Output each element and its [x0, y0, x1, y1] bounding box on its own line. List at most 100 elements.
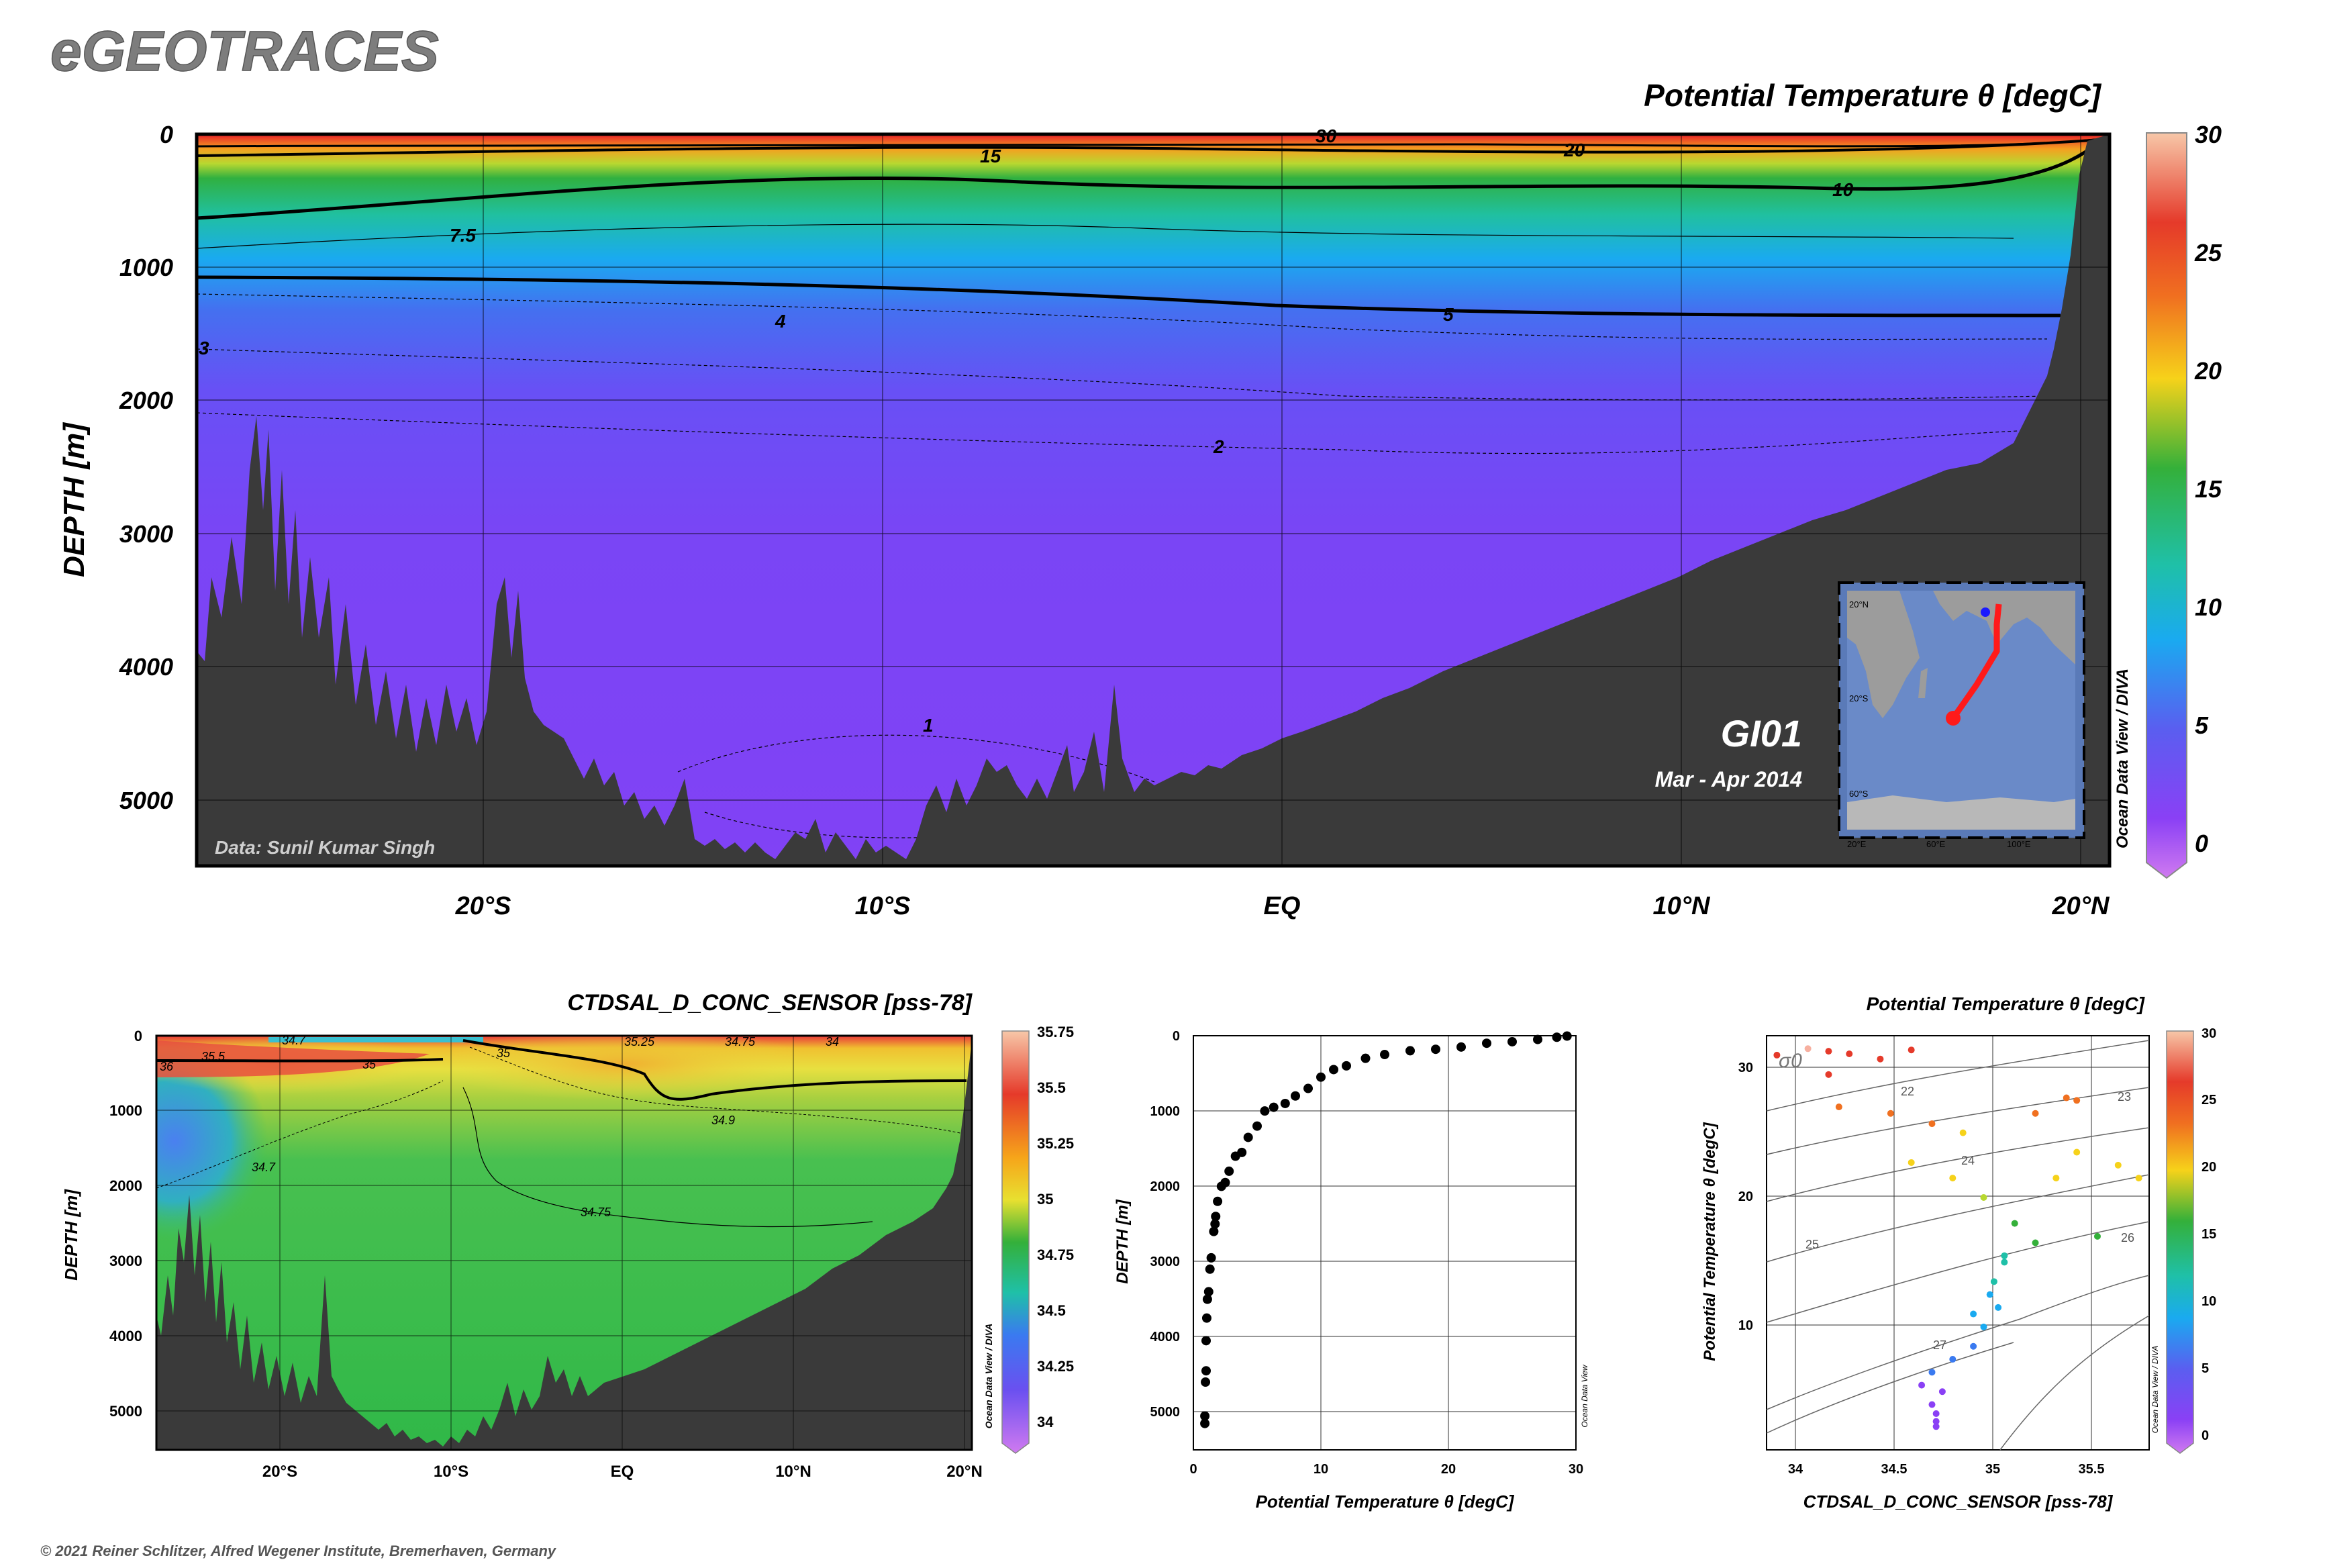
inset-lon-60E: 60°E	[1926, 839, 1946, 849]
sal-label-34-top: 34	[826, 1035, 839, 1048]
ts-point	[2114, 1161, 2122, 1169]
inset-lon-100E: 100°E	[2007, 839, 2031, 849]
contour-isotherm-3	[197, 348, 2048, 401]
profile-odv-tag: Ocean Data View	[1580, 1364, 1589, 1427]
main-frame	[195, 132, 2112, 868]
salinity-contour-35	[156, 1039, 967, 1101]
profile-point	[1211, 1212, 1221, 1222]
ts-point	[2032, 1110, 2039, 1117]
contour-isotherm-15	[197, 138, 2101, 157]
prof-y-tick-4000: 4000	[1150, 1330, 1181, 1344]
ts-point	[1949, 1356, 1957, 1363]
profile-point	[1213, 1196, 1223, 1206]
sal-label-34-7-top: 34.7	[282, 1034, 306, 1047]
salinity-contour-34-9	[469, 1046, 967, 1135]
ts-y-axis-label: Potential Temperature θ [degC]	[1701, 1122, 1719, 1361]
profile-points	[1200, 1031, 1572, 1428]
profile-point	[1237, 1147, 1247, 1157]
ts-point	[1990, 1278, 1997, 1285]
profile-point	[1291, 1091, 1300, 1101]
main-cb-tick-25: 25	[2194, 239, 2222, 266]
main-y-axis-label: DEPTH [m]	[58, 422, 91, 577]
salinity-high-band	[156, 1040, 430, 1077]
sal-label-34-75: 34.75	[581, 1206, 611, 1219]
profile-point	[1252, 1121, 1262, 1131]
ts-isopycnal-label: 27	[1933, 1338, 1946, 1352]
main-cb-tick-15: 15	[2195, 475, 2222, 503]
ts-point	[1928, 1120, 1936, 1128]
ts-y-tick-30: 30	[1738, 1061, 1753, 1075]
inset-map-end-point	[1981, 607, 1990, 617]
main-cb-tick-0: 0	[2195, 830, 2208, 857]
sal-label-35-5: 35.5	[201, 1050, 226, 1063]
profile-point	[1329, 1065, 1338, 1075]
profile-point	[1206, 1253, 1216, 1263]
profile-point	[1224, 1166, 1234, 1176]
salinity-colorbar: 35.75 35.5 35.25 35 34.75 34.5 34.25 34 …	[983, 1024, 1074, 1454]
y-tick-5000: 5000	[119, 787, 173, 814]
sal-label-34-7: 34.7	[252, 1161, 276, 1174]
ts-cb-tick-25: 25	[2201, 1093, 2216, 1108]
sal-label-35-west: 35	[362, 1058, 377, 1071]
salinity-bathymetry	[156, 1040, 972, 1450]
salinity-contour-34-75	[462, 1087, 873, 1228]
x-tick-10S: 10°S	[855, 892, 911, 920]
ts-frame	[1766, 1035, 2150, 1451]
cruise-id: GI01	[1721, 712, 1802, 754]
profile-point	[1203, 1287, 1214, 1297]
ts-isopycnal-label: 23	[2118, 1090, 2131, 1104]
ts-point	[2001, 1259, 2008, 1266]
ts-point	[2032, 1239, 2039, 1246]
ts-cb-tick-5: 5	[2201, 1361, 2209, 1376]
x-tick-20N: 20°N	[2052, 892, 2110, 920]
ts-x-tick-35: 35	[1985, 1462, 2000, 1477]
salinity-title: CTDSAL_D_CONC_SENSOR [pss-78]	[567, 990, 973, 1016]
prof-x-tick-30: 30	[1569, 1462, 1583, 1477]
ts-point	[1938, 1388, 1946, 1395]
sal-odv-tag: Ocean Data View / DIVA	[983, 1324, 994, 1428]
ts-colorbar: 30 25 20 15 10 5 0 Ocean Data View / DIV…	[2150, 1026, 2216, 1454]
sal-y-tick-4000: 4000	[109, 1328, 142, 1344]
seafloor-bathymetry	[197, 134, 2110, 866]
ts-point	[1970, 1310, 1977, 1318]
prof-y-tick-0: 0	[1173, 1029, 1180, 1044]
ts-x-tick-34: 34	[1788, 1462, 1803, 1477]
inset-map-asia	[1933, 591, 2075, 665]
ts-point	[2073, 1148, 2081, 1156]
profile-point	[1303, 1083, 1313, 1093]
profile-plot: 0 1000 2000 3000 4000 5000 0 10 20 30 Po…	[1113, 1029, 1589, 1512]
inset-lat-20S: 20°S	[1849, 693, 1869, 703]
sal-y-tick-5000: 5000	[109, 1403, 142, 1420]
ts-y-tick-20: 20	[1738, 1189, 1753, 1204]
x-tick-10N: 10°N	[1653, 892, 1711, 920]
cruise-period: Mar - Apr 2014	[1655, 767, 1803, 791]
sal-label-34-9: 34.9	[711, 1114, 735, 1127]
main-section-plot	[197, 134, 2110, 866]
profile-point	[1482, 1038, 1491, 1048]
profile-y-axis-label: DEPTH [m]	[1113, 1199, 1132, 1283]
sal-y-tick-2000: 2000	[109, 1177, 142, 1194]
salinity-colorbar-bar	[1001, 1030, 1030, 1454]
footer-copyright: © 2021 Reiner Schlitzer, Alfred Wegener …	[40, 1542, 557, 1559]
ts-odv-tag: Ocean Data View / DIVA	[2150, 1346, 2160, 1434]
main-cb-tick-20: 20	[2194, 357, 2222, 385]
sal-label-35-mid: 35	[497, 1046, 511, 1060]
sal-y-tick-0: 0	[134, 1028, 142, 1044]
x-tick-EQ: EQ	[1264, 892, 1301, 920]
contour-isotherm-4	[197, 293, 2048, 340]
ts-point	[1932, 1418, 1940, 1425]
ts-point	[2073, 1097, 2081, 1104]
ts-cb-tick-0: 0	[2201, 1428, 2209, 1443]
sal-cb-tick-35-5: 35.5	[1037, 1079, 1066, 1096]
prof-x-tick-0: 0	[1189, 1462, 1197, 1477]
profile-point	[1405, 1046, 1415, 1056]
prof-x-tick-10: 10	[1314, 1462, 1328, 1477]
profile-point	[1200, 1411, 1210, 1421]
ts-colorbar-bar	[2166, 1030, 2194, 1454]
salinity-contour-34-7	[156, 1080, 444, 1189]
salinity-gridlines	[156, 1036, 972, 1450]
profile-point	[1201, 1336, 1211, 1346]
sal-x-tick-20N: 20°N	[946, 1463, 983, 1481]
ts-point	[1949, 1175, 1957, 1182]
profile-point	[1205, 1264, 1215, 1274]
